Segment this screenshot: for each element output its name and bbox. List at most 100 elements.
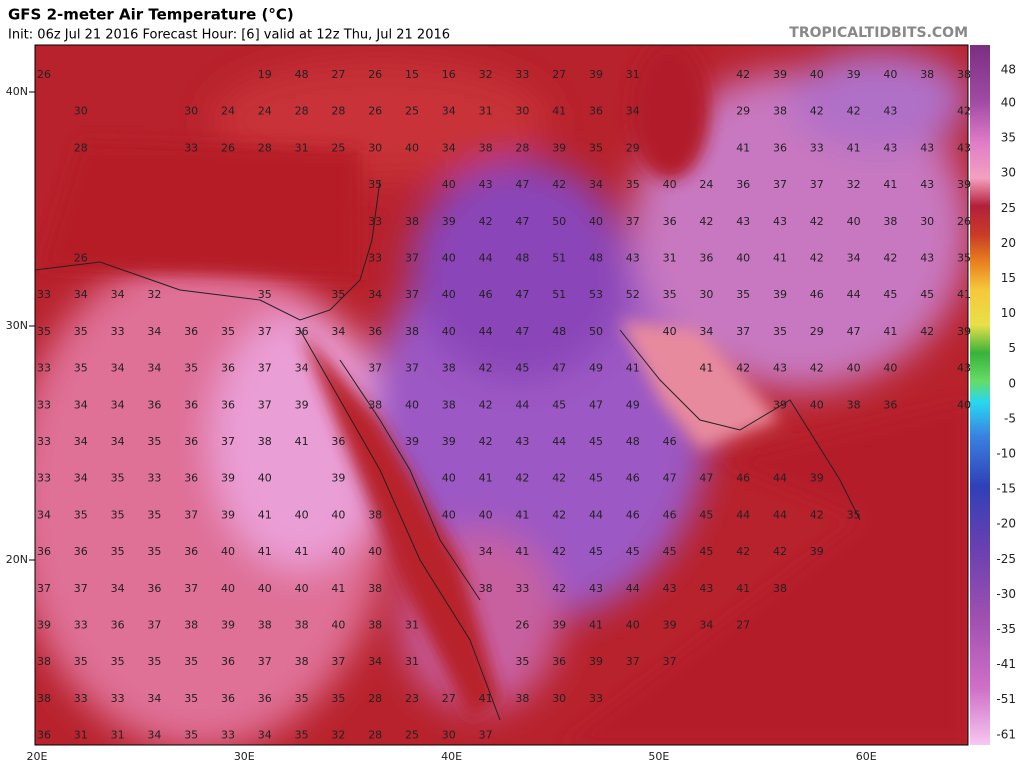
temperature-value: 25 — [331, 141, 345, 154]
latitude-label: 30N — [6, 319, 28, 332]
temperature-value: 39 — [295, 398, 309, 411]
temperature-value: 37 — [184, 508, 198, 521]
temperature-value: 37 — [258, 655, 272, 668]
temperature-value: 50 — [552, 215, 566, 228]
temperature-value: 27 — [331, 68, 345, 81]
temperature-value: 43 — [626, 252, 640, 265]
temperature-value: 40 — [479, 508, 493, 521]
temperature-value: 44 — [515, 398, 529, 411]
temperature-value: 39 — [810, 545, 824, 558]
temperature-value: 36 — [258, 692, 272, 705]
temperature-value: 38 — [37, 655, 51, 668]
temperature-value: 40 — [736, 252, 750, 265]
temperature-value: 41 — [957, 288, 971, 301]
temperature-value: 37 — [736, 325, 750, 338]
temperature-value: 47 — [515, 178, 529, 191]
temperature-value: 35 — [184, 692, 198, 705]
temperature-value: 38 — [479, 582, 493, 595]
temperature-value: 43 — [589, 582, 603, 595]
temperature-value: 48 — [295, 68, 309, 81]
temperature-value: 41 — [479, 472, 493, 485]
colorbar-label: -30 — [996, 587, 1016, 601]
temperature-value: 37 — [221, 435, 235, 448]
temperature-value: 37 — [405, 362, 419, 375]
temperature-value: 33 — [37, 362, 51, 375]
temperature-value: 41 — [626, 362, 640, 375]
temperature-value: 46 — [810, 288, 824, 301]
temperature-value: 42 — [552, 472, 566, 485]
colorbar-label: -5 — [1004, 411, 1016, 425]
temperature-value: 34 — [74, 472, 88, 485]
temperature-value: 48 — [626, 435, 640, 448]
temperature-value: 29 — [626, 141, 640, 154]
temperature-value: 41 — [331, 582, 345, 595]
temperature-value: 31 — [479, 105, 493, 118]
temperature-value: 26 — [74, 252, 88, 265]
temperature-value: 40 — [405, 141, 419, 154]
temperature-value: 35 — [295, 729, 309, 742]
temperature-value: 32 — [479, 68, 493, 81]
temperature-value: 43 — [920, 178, 934, 191]
temperature-value: 27 — [442, 692, 456, 705]
temperature-value: 37 — [405, 252, 419, 265]
temperature-value: 36 — [184, 545, 198, 558]
temperature-value: 47 — [552, 362, 566, 375]
temperature-value: 40 — [442, 178, 456, 191]
temperature-value: 34 — [295, 362, 309, 375]
temperature-value: 35 — [331, 692, 345, 705]
temperature-value: 39 — [442, 215, 456, 228]
latitude-label: 20N — [6, 553, 28, 566]
temperature-value: 35 — [111, 655, 125, 668]
longitude-label: 50E — [648, 750, 669, 763]
temperature-value: 28 — [74, 141, 88, 154]
temperature-value: 48 — [589, 252, 603, 265]
temperature-value: 26 — [37, 68, 51, 81]
temperature-value: 45 — [626, 545, 640, 558]
temperature-value: 15 — [405, 68, 419, 81]
temperature-value: 43 — [515, 435, 529, 448]
temperature-value: 47 — [699, 472, 713, 485]
temperature-value: 48 — [515, 252, 529, 265]
temperature-value: 28 — [368, 692, 382, 705]
colorbar-label: 20 — [1001, 236, 1016, 250]
temperature-value: 34 — [147, 692, 161, 705]
temperature-value: 30 — [920, 215, 934, 228]
temperature-value: 37 — [258, 398, 272, 411]
temperature-value: 34 — [847, 252, 861, 265]
temperature-value: 36 — [552, 655, 566, 668]
temperature-value: 42 — [552, 508, 566, 521]
temperature-value: 43 — [699, 582, 713, 595]
longitude-label: 60E — [856, 750, 877, 763]
temperature-value: 38 — [37, 692, 51, 705]
temperature-value: 44 — [736, 508, 750, 521]
temperature-value: 42 — [479, 435, 493, 448]
temperature-value: 38 — [295, 655, 309, 668]
temperature-value: 43 — [773, 215, 787, 228]
colorbar-label: 40 — [1001, 96, 1016, 110]
temperature-value: 27 — [736, 619, 750, 632]
temperature-value: 34 — [331, 325, 345, 338]
temperature-value: 41 — [699, 362, 713, 375]
temperature-value: 39 — [773, 288, 787, 301]
temperature-value: 39 — [552, 141, 566, 154]
temperature-value: 40 — [221, 545, 235, 558]
temperature-value: 37 — [405, 288, 419, 301]
temperature-value: 33 — [810, 141, 824, 154]
temperature-value: 31 — [111, 729, 125, 742]
temperature-value: 38 — [773, 105, 787, 118]
temperature-value: 32 — [147, 288, 161, 301]
temperature-value: 34 — [74, 398, 88, 411]
temperature-value: 45 — [589, 472, 603, 485]
temperature-value: 35 — [736, 288, 750, 301]
temperature-value: 45 — [699, 508, 713, 521]
temperature-value: 35 — [147, 435, 161, 448]
temperature-value: 41 — [515, 508, 529, 521]
temperature-value: 41 — [883, 178, 897, 191]
temperature-value: 47 — [663, 472, 677, 485]
temperature-value: 42 — [479, 362, 493, 375]
temperature-value: 34 — [74, 288, 88, 301]
temperature-value: 42 — [810, 215, 824, 228]
temperature-value: 37 — [184, 582, 198, 595]
temperature-value: 49 — [626, 398, 640, 411]
temperature-value: 37 — [626, 655, 640, 668]
